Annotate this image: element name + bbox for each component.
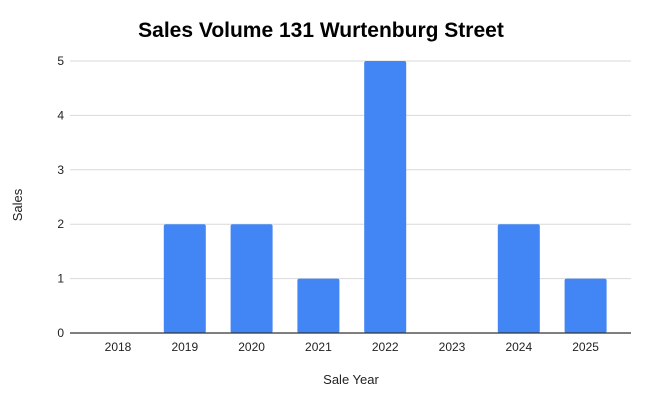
bars bbox=[163, 61, 607, 333]
y-tick-labels: 0 1 2 3 4 5 bbox=[57, 54, 64, 340]
bar-2019 bbox=[163, 224, 206, 333]
x-tick-label: 2023 bbox=[439, 340, 466, 354]
y-axis-label: Sales bbox=[10, 188, 25, 221]
bar-2022 bbox=[364, 61, 407, 333]
y-tick-label: 4 bbox=[57, 108, 64, 122]
y-tick-label: 3 bbox=[57, 163, 64, 177]
x-tick-labels: 2018 2019 2020 2021 2022 2023 2024 2025 bbox=[105, 340, 600, 354]
x-tick-label: 2019 bbox=[171, 340, 198, 354]
y-tick-label: 5 bbox=[57, 54, 64, 68]
bar-2025 bbox=[564, 278, 607, 333]
x-tick-label: 2025 bbox=[572, 340, 599, 354]
x-axis-label: Sale Year bbox=[323, 372, 379, 387]
bar-2024 bbox=[497, 224, 540, 333]
x-tick-label: 2022 bbox=[372, 340, 399, 354]
x-tick-label: 2018 bbox=[105, 340, 132, 354]
y-tick-label: 0 bbox=[57, 326, 64, 340]
x-tick-label: 2020 bbox=[238, 340, 265, 354]
x-tick-label: 2024 bbox=[505, 340, 532, 354]
bar-2020 bbox=[230, 224, 273, 333]
gridlines bbox=[70, 60, 631, 280]
y-tick-label: 1 bbox=[57, 272, 64, 286]
x-tick-label: 2021 bbox=[305, 340, 332, 354]
bar-2021 bbox=[297, 278, 340, 333]
y-tick-label: 2 bbox=[57, 217, 64, 231]
chart-title: Sales Volume 131 Wurtenburg Street bbox=[138, 19, 504, 42]
